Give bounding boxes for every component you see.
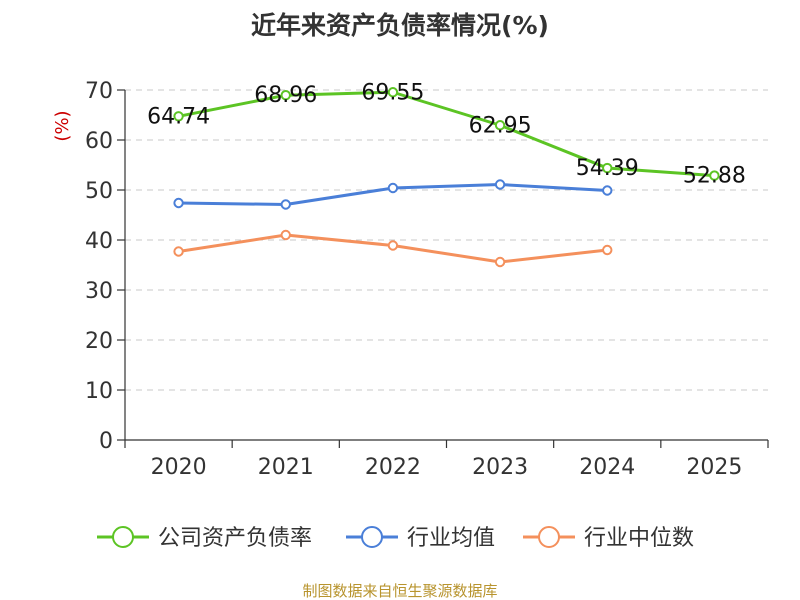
data-point <box>173 197 184 209</box>
y-tick-label: 30 <box>85 279 113 304</box>
data-point <box>173 246 184 257</box>
data-point <box>494 256 506 268</box>
data-label: 54.39 <box>576 156 639 181</box>
y-tick-label: 50 <box>85 179 113 204</box>
legend-label: 公司资产负债率 <box>158 526 312 551</box>
data-point <box>387 87 399 98</box>
data-label: 64.74 <box>147 104 210 129</box>
data-labels: 64.74 68.96 69.55 62.95 54.39 52.88 <box>147 80 746 188</box>
x-tick-label: 2020 <box>151 455 207 480</box>
series-layer <box>173 87 720 268</box>
data-point <box>280 229 291 241</box>
x-tick-label: 2021 <box>258 455 314 480</box>
legend-marker <box>361 526 383 548</box>
data-point <box>494 179 506 190</box>
data-point <box>173 111 184 122</box>
axes: 0 10 20 30 40 50 60 70 2020 2021 2022 2023 2024 2025 <box>85 79 769 480</box>
data-point <box>494 120 506 131</box>
data-point <box>387 182 399 194</box>
data-point <box>280 90 291 101</box>
x-tick-label: 2024 <box>579 455 635 480</box>
y-tick-label: 60 <box>85 129 113 154</box>
data-point <box>602 185 613 196</box>
x-tick-label: 2025 <box>686 455 742 480</box>
y-tick-label: 40 <box>85 229 113 254</box>
legend-marker <box>538 526 560 548</box>
data-point <box>387 240 399 251</box>
data-point <box>602 162 613 174</box>
data-point <box>602 244 613 256</box>
legend-label: 行业中位数 <box>584 526 694 551</box>
legend-marker <box>112 526 134 548</box>
gridlines <box>125 89 768 391</box>
series-line <box>177 90 716 178</box>
data-point <box>280 199 291 210</box>
data-label: 52.88 <box>683 164 746 189</box>
y-axis-unit-label: (%) <box>52 110 73 141</box>
data-label: 68.96 <box>254 83 317 108</box>
y-tick-label: 10 <box>85 379 113 404</box>
legend-label: 行业均值 <box>407 526 495 551</box>
x-tick-label: 2022 <box>365 455 421 480</box>
data-label: 69.55 <box>361 80 424 105</box>
source-note: 制图数据来自恒生聚源数据库 <box>302 582 497 600</box>
y-tick-label: 70 <box>85 79 113 104</box>
y-tick-label: 20 <box>85 329 113 354</box>
data-point <box>709 170 720 181</box>
chart-title: 近年来资产负债率情况(%) <box>251 11 549 40</box>
legend: 公司资产负债率 行业均值 行业中位数 <box>97 526 694 551</box>
y-tick-label: 0 <box>99 429 113 454</box>
data-label: 62.95 <box>469 113 532 138</box>
x-tick-label: 2023 <box>472 455 528 480</box>
